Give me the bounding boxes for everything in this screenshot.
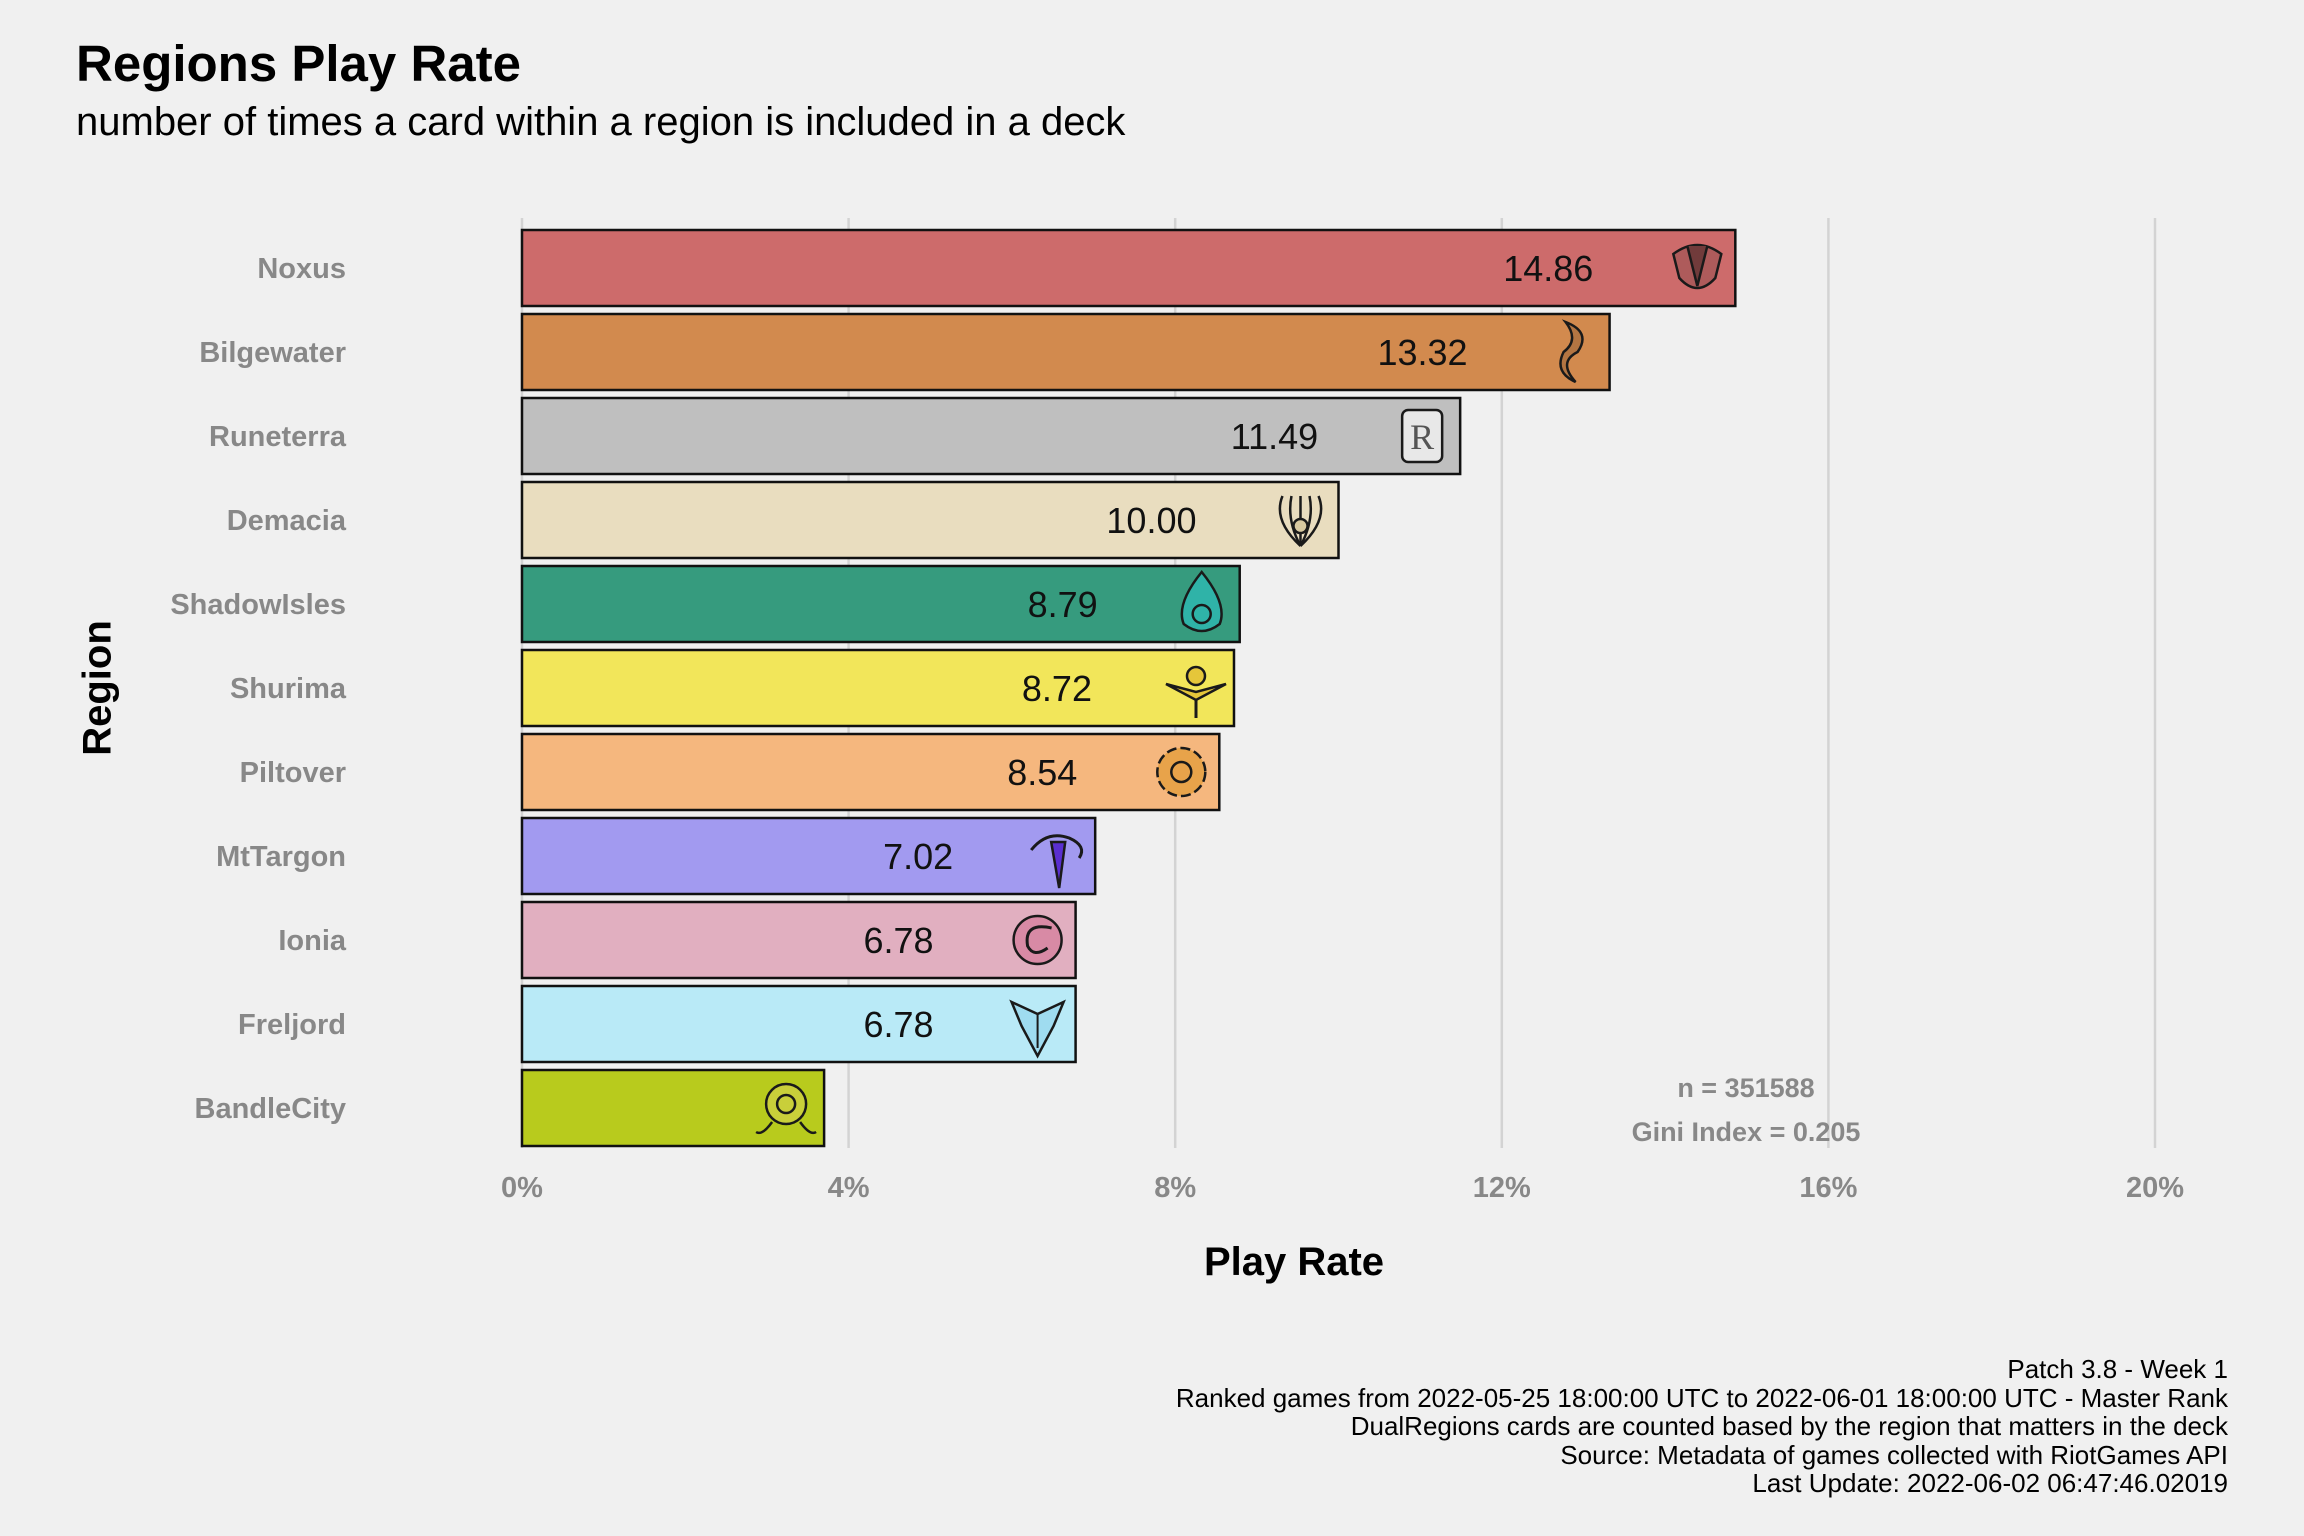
bar-value-label: 6.78 [864,1004,934,1045]
bar-value-label: 6.78 [864,920,934,961]
piltover-icon [1156,746,1207,798]
bar-group-bandlecity [520,1068,826,1148]
noxus-icon [1671,243,1723,290]
x-tick-labels: 0% 4% 8% 12% 16% 20% [501,1172,2184,1204]
bar-piltover [520,732,1221,812]
y-tick-label: Shurima [230,673,347,705]
chart-subtitle: number of times a card within a region i… [76,100,1126,144]
caption-line-patch: Patch 3.8 - Week 1 [2007,1354,2228,1384]
sample-size-annotation: n = 351588 [1677,1073,1814,1103]
y-tick-label: MtTargon [216,841,346,873]
caption-line-source: Source: Metadata of games collected with… [1560,1439,2228,1470]
y-tick-label: Noxus [257,253,346,285]
bar-value-label: 8.72 [1022,668,1092,709]
bar-value-label: 7.02 [883,836,953,877]
caption-line-update: Last Update: 2022-06-02 06:47:46.02019 [1752,1468,2228,1499]
y-tick-label: Piltover [240,757,346,789]
bilgewater-icon [1559,319,1584,384]
shadowisles-icon [1180,570,1223,633]
bar-value-label: 8.79 [1028,584,1098,625]
x-axis-label: Play Rate [1203,1240,1385,1284]
ionia-icon [1012,914,1063,966]
bar-value-label: 11.49 [1231,416,1318,457]
x-tick-label: 12% [1473,1172,1531,1204]
bar-noxus [520,228,1737,308]
mttargon-icon [1030,834,1084,889]
bar-shurima [520,648,1236,728]
x-tick-label: 0% [501,1172,543,1204]
shurima-icon [1165,665,1227,718]
bar-value-label: 14.86 [1503,248,1593,289]
bar-group-piltover: 8.54 [520,732,1221,812]
bandlecity-icon [755,1082,817,1135]
bar-group-mttargon: 7.02 [520,816,1097,896]
freljord-icon [1009,999,1066,1059]
bar-mttargon [520,816,1097,896]
x-tick-label: 16% [1799,1172,1857,1204]
y-tick-label: Demacia [227,505,347,537]
x-tick-label: 8% [1154,1172,1196,1204]
y-tick-label: Ionia [278,925,347,957]
bars: 14.86 13.32 R 11.49 10.00 8.79 8.72 8.54 7.02 6.7… [520,228,1737,1148]
y-tick-label: ShadowIsles [170,589,346,621]
caption: Patch 3.8 - Week 1 Ranked games from 202… [1176,1355,2228,1498]
bar-ionia [520,900,1077,980]
bar-demacia [520,480,1340,560]
y-tick-label: Runeterra [209,421,347,453]
caption-line-range: Ranked games from 2022-05-25 18:00:00 UT… [1175,1382,2228,1413]
bar-group-freljord: 6.78 [520,984,1077,1064]
chart-title: Regions Play Rate [76,35,521,92]
bar-group-ionia: 6.78 [520,900,1077,980]
y-tick-label: BandleCity [195,1093,346,1125]
demacia-icon [1278,495,1323,547]
bar-shadowisles [520,564,1241,644]
bar-value-label: 10.00 [1106,500,1196,541]
bar-group-runeterra: R 11.49 [520,396,1462,476]
x-tick-label: 4% [828,1172,870,1204]
bar-group-shurima: 8.72 [520,648,1236,728]
bar-group-demacia: 10.00 [520,480,1340,560]
bar-runeterra [520,396,1462,476]
y-tick-label: Freljord [238,1009,346,1041]
bar-freljord [520,984,1077,1064]
bar-bilgewater [520,312,1611,392]
runeterra-icon: R [1400,408,1444,464]
annotations: n = 351588 Gini Index = 0.205 [1632,1073,1861,1147]
bar-value-label: 8.54 [1007,752,1077,793]
bar-group-bilgewater: 13.32 [520,312,1611,392]
bar-value-label: 13.32 [1377,332,1467,373]
svg-text:R: R [1410,417,1434,457]
y-tick-label: Bilgewater [199,337,346,369]
y-tick-labels: Noxus Bilgewater Runeterra Demacia ShadowIsl… [170,253,347,1125]
gini-index-annotation: Gini Index = 0.205 [1632,1117,1861,1147]
x-tick-label: 20% [2126,1172,2184,1204]
bar-group-noxus: 14.86 [520,228,1737,308]
caption-line-dual: DualRegions cards are counted based by t… [1350,1411,2228,1442]
bar-group-shadowisles: 8.79 [520,564,1241,644]
